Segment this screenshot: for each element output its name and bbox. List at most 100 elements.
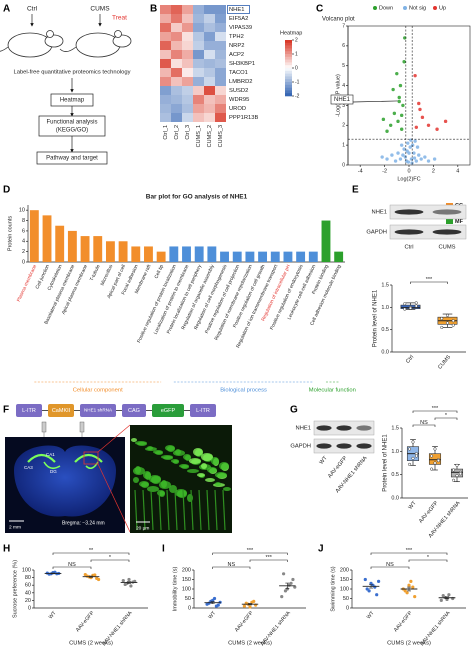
panel-label: I	[162, 544, 165, 555]
y-tick-label: 10	[19, 208, 25, 214]
significance-label: *	[109, 555, 112, 561]
cell-signal	[193, 448, 203, 456]
cell-signal	[135, 466, 141, 474]
legend-marker	[373, 6, 377, 10]
heatmap-cell	[171, 95, 182, 104]
point	[415, 145, 420, 149]
hippocampus	[43, 461, 99, 470]
blot-strip	[389, 224, 467, 240]
point	[413, 73, 417, 78]
row-label: EIF5A2	[229, 16, 248, 22]
point	[408, 145, 412, 149]
point	[408, 306, 413, 310]
y-tick-label: 7	[342, 23, 345, 29]
dendrite	[190, 489, 194, 531]
point	[447, 593, 451, 597]
point	[401, 153, 405, 157]
heatmap-cell	[204, 104, 215, 113]
heatmap-cell	[182, 59, 193, 68]
point	[403, 589, 407, 593]
heatmap-cell	[193, 113, 204, 122]
significance-label: ***	[426, 277, 433, 283]
heatmap-cell	[182, 5, 193, 14]
cell-signal	[171, 459, 179, 463]
cell-signal	[165, 445, 175, 451]
heatmap-cell	[215, 14, 226, 23]
point	[436, 459, 440, 463]
x-tick-label: 2	[432, 168, 435, 174]
y-tick-label: 3	[342, 103, 345, 109]
region-label: CA1	[46, 452, 55, 457]
annotation: NHE1	[334, 97, 351, 103]
y-tick-label: 100	[182, 586, 191, 592]
heatmap-cell	[171, 50, 182, 59]
y-tick-label: 150	[182, 577, 191, 583]
significance-bracket	[370, 566, 410, 569]
point	[412, 151, 416, 155]
legend-gradient	[285, 48, 292, 52]
point	[123, 582, 127, 587]
legend-gradient	[285, 42, 292, 46]
dendrite	[206, 489, 210, 531]
point	[435, 127, 439, 131]
bregma-label: Bregma: −3.24 mm	[62, 520, 105, 526]
significance-bracket	[52, 552, 130, 555]
point	[85, 574, 89, 578]
significance-bracket	[412, 410, 458, 413]
mouse-body	[75, 32, 121, 58]
bar	[270, 251, 280, 262]
cell-signal	[175, 489, 187, 497]
y-axis-label: Protein counts	[7, 216, 13, 251]
panel-label: J	[318, 544, 324, 555]
point	[242, 604, 246, 608]
point	[402, 147, 406, 151]
legend-gradient	[285, 45, 292, 49]
legend-gradient	[285, 90, 292, 94]
heatmap-cell	[171, 104, 182, 113]
heatmap-cell	[193, 5, 204, 14]
point	[407, 583, 411, 587]
significance-label: NS	[68, 562, 76, 568]
significance-bracket	[434, 417, 458, 420]
cell-signal	[143, 471, 151, 479]
heatmap-cell	[182, 41, 193, 50]
point	[445, 313, 450, 317]
legend-label: Up	[439, 5, 446, 11]
point	[412, 156, 417, 160]
bar	[296, 251, 306, 262]
point	[440, 325, 444, 329]
zoom-box	[83, 451, 99, 465]
legend-tick-label: -1	[295, 79, 300, 85]
legend-label: MF	[455, 219, 464, 225]
point	[129, 584, 133, 588]
scale-label: 20 μm	[136, 525, 149, 531]
column-label: CUMS_2	[207, 125, 213, 147]
bar	[131, 246, 141, 262]
point	[369, 581, 373, 585]
point	[397, 95, 401, 100]
significance-label: ***	[432, 406, 439, 412]
row-label: NRP2	[229, 43, 244, 49]
point	[211, 598, 215, 603]
region-label: CA3	[24, 465, 33, 470]
heatmap-cell	[193, 68, 204, 77]
construct-label: CAG	[128, 408, 140, 414]
group-label: Biological process	[220, 388, 267, 394]
cell-signal	[215, 482, 221, 486]
point	[419, 157, 423, 161]
bar	[29, 210, 39, 262]
cell-signal	[133, 477, 139, 483]
blot-band	[356, 425, 372, 431]
point	[426, 159, 431, 163]
point	[455, 474, 459, 478]
construct-element	[152, 404, 184, 417]
dendrite	[166, 489, 170, 531]
point	[397, 99, 401, 104]
y-tick-label: 20	[25, 598, 31, 604]
cell-signal	[205, 478, 215, 482]
heatmap-cell	[193, 77, 204, 86]
point	[93, 573, 97, 577]
cell-signal	[135, 441, 147, 445]
x-tick-label: -2	[382, 168, 387, 174]
